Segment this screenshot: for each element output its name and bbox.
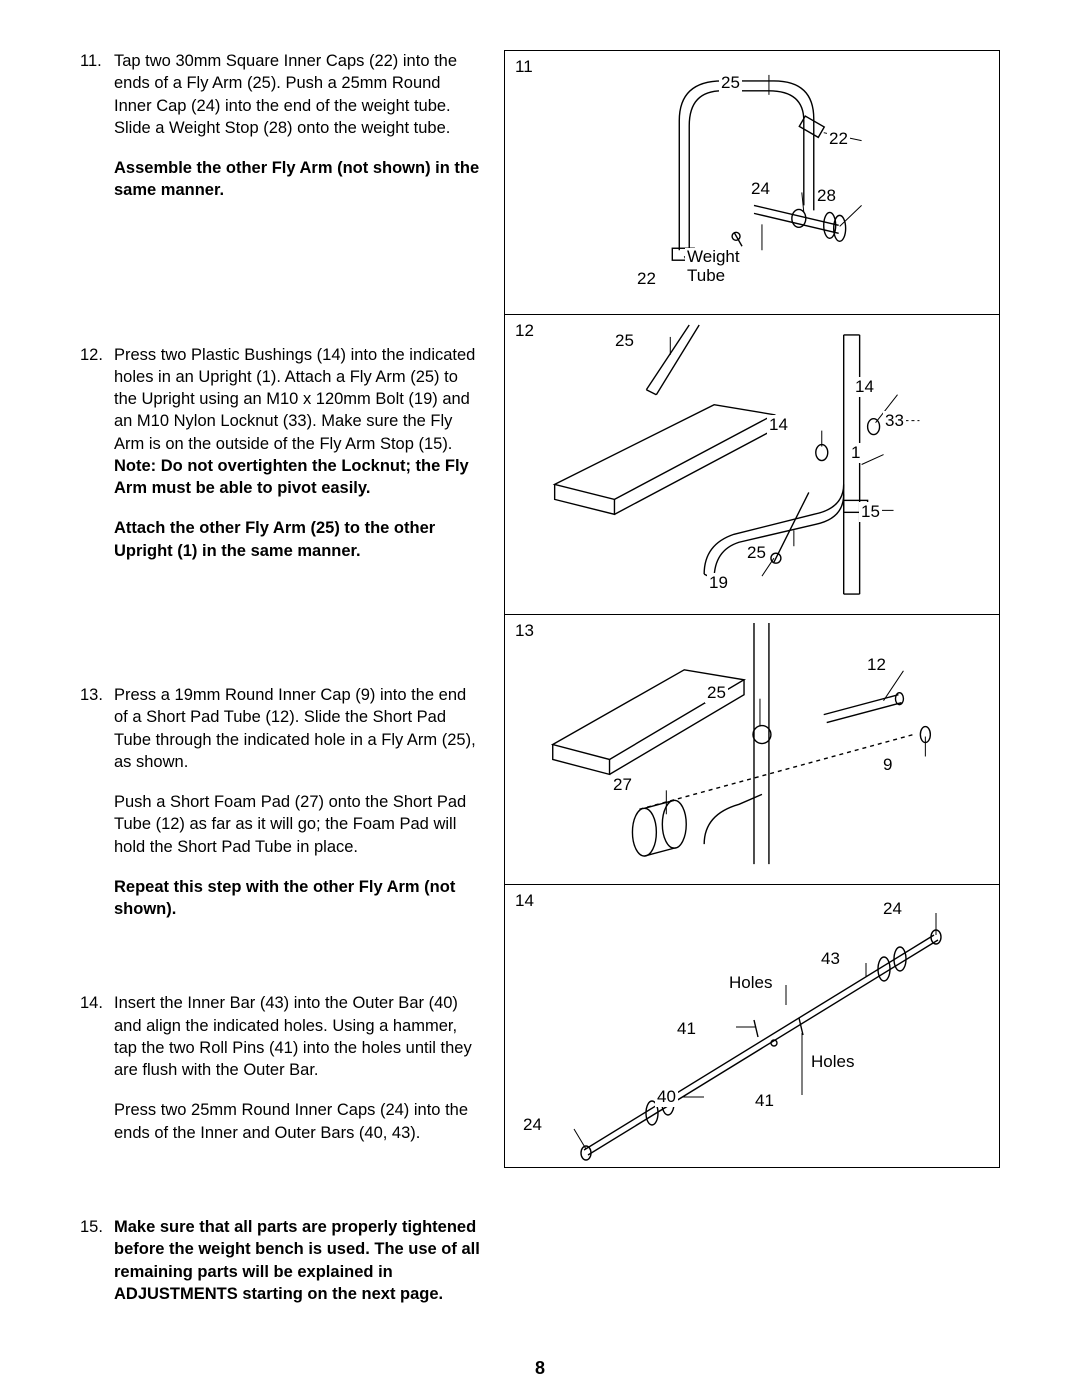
- step-number: 11.: [80, 50, 114, 202]
- instructions-column: 11. Tap two 30mm Square Inner Caps (22) …: [80, 50, 480, 1325]
- callout: 27: [611, 775, 634, 795]
- callout: Weight Tube: [685, 248, 742, 285]
- callout: 25: [705, 683, 728, 703]
- callout: 15: [859, 502, 882, 522]
- callout: 9: [881, 755, 894, 775]
- step-text: Press two Plastic Bushings (14) into the…: [114, 346, 475, 453]
- callout: 25: [745, 543, 768, 563]
- callout: 1: [849, 443, 862, 463]
- step-bold: Make sure that all parts are properly ti…: [114, 1216, 480, 1305]
- callout: 43: [819, 949, 842, 969]
- step-bold-inline: Note: Do not overtighten the Locknut; th…: [114, 457, 469, 497]
- step-text: Insert the Inner Bar (43) into the Outer…: [114, 994, 472, 1079]
- callout: 33: [883, 411, 906, 431]
- callout: 25: [613, 331, 636, 351]
- callout: 41: [753, 1091, 776, 1111]
- step-15: 15. Make sure that all parts are properl…: [80, 1216, 480, 1305]
- step-body: Press two Plastic Bushings (14) into the…: [114, 344, 480, 562]
- diagram-panel-14: 14: [505, 885, 999, 1169]
- callout: 28: [815, 186, 838, 206]
- page-number: 8: [535, 1358, 545, 1379]
- callout: 12: [865, 655, 888, 675]
- step-body: Press a 19mm Round Inner Cap (9) into th…: [114, 684, 480, 920]
- callout: 41: [675, 1019, 698, 1039]
- callout: 40: [655, 1087, 678, 1107]
- diagram-panel-11: 11: [505, 51, 999, 315]
- step-bold: Attach the other Fly Arm (25) to the oth…: [114, 517, 480, 562]
- main-layout: 11. Tap two 30mm Square Inner Caps (22) …: [80, 50, 1000, 1325]
- step-number: 14.: [80, 992, 114, 1144]
- step-number: 13.: [80, 684, 114, 920]
- callout: 22: [827, 129, 850, 149]
- step-text: Press a 19mm Round Inner Cap (9) into th…: [114, 686, 476, 771]
- callout: 19: [707, 573, 730, 593]
- bar-diagram: [505, 885, 999, 1169]
- callout: Holes: [727, 973, 774, 993]
- step-bold: Assemble the other Fly Arm (not shown) i…: [114, 157, 480, 202]
- step-body: Insert the Inner Bar (43) into the Outer…: [114, 992, 480, 1144]
- diagram-panel-13: 13: [505, 615, 999, 885]
- callout: 22: [635, 269, 658, 289]
- step-13: 13. Press a 19mm Round Inner Cap (9) int…: [80, 684, 480, 920]
- step-number: 15.: [80, 1216, 114, 1305]
- callout: 24: [521, 1115, 544, 1135]
- step-number: 12.: [80, 344, 114, 562]
- step-text: Press two 25mm Round Inner Caps (24) int…: [114, 1099, 480, 1144]
- step-body: Tap two 30mm Square Inner Caps (22) into…: [114, 50, 480, 202]
- pad-tube-diagram: [505, 615, 999, 884]
- upright-diagram: [505, 315, 999, 614]
- callout: 14: [767, 415, 790, 435]
- step-11: 11. Tap two 30mm Square Inner Caps (22) …: [80, 50, 480, 202]
- callout: 25: [719, 73, 742, 93]
- callout: Holes: [809, 1052, 856, 1072]
- step-text: Push a Short Foam Pad (27) onto the Shor…: [114, 791, 480, 858]
- callout: 24: [749, 179, 772, 199]
- callout: 14: [853, 377, 876, 397]
- step-text: Tap two 30mm Square Inner Caps (22) into…: [114, 52, 457, 137]
- step-12: 12. Press two Plastic Bushings (14) into…: [80, 344, 480, 562]
- step-bold: Repeat this step with the other Fly Arm …: [114, 876, 480, 921]
- diagram-panel-12: 12: [505, 315, 999, 615]
- diagram-column: 11: [504, 50, 1000, 1168]
- callout: 24: [881, 899, 904, 919]
- step-14: 14. Insert the Inner Bar (43) into the O…: [80, 992, 480, 1144]
